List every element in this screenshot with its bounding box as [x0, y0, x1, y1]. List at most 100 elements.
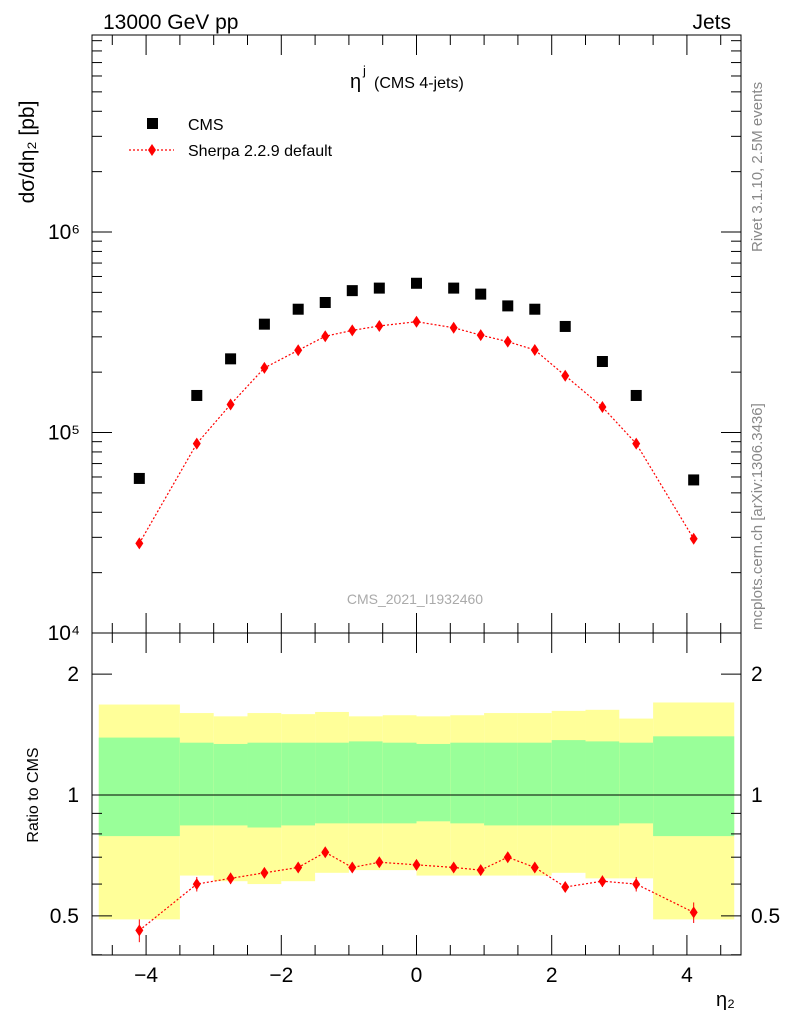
cms-point [191, 389, 203, 401]
ratio-y-tick-label-left: 1 [67, 784, 79, 807]
ratio-band-inner [653, 736, 735, 837]
ratio-sherpa-point [449, 861, 458, 874]
sherpa-point [632, 437, 641, 450]
ratio-band-inner [416, 743, 451, 822]
cms-point [133, 472, 145, 484]
sherpa-point [226, 398, 235, 411]
ratio-sherpa-point [135, 924, 144, 937]
ratio-y-tick-label-right: 1 [751, 784, 763, 807]
y-tick-label: 10⁶ [48, 221, 80, 244]
ratio-band-inner [213, 743, 248, 826]
sherpa-point [449, 321, 458, 334]
ratio-band-inner [484, 742, 518, 826]
ratio-band-inner [517, 742, 552, 826]
ratio-sherpa-point [226, 872, 235, 885]
sherpa-point [348, 324, 357, 337]
cms-point [448, 282, 460, 294]
ratio-y-axis-label: Ratio to CMS [25, 747, 42, 842]
plot-title-sup: j [362, 63, 366, 78]
cms-point [258, 318, 270, 330]
ratio-band-inner [382, 742, 417, 824]
cms-point [596, 356, 608, 368]
legend-cms-marker [147, 118, 158, 129]
legend: CMS Sherpa 2.2.9 default [129, 117, 333, 160]
sherpa-point [598, 401, 607, 414]
cms-point [688, 474, 700, 486]
ratio-sherpa-point [689, 906, 698, 919]
x-tick-label: −4 [134, 964, 158, 987]
y-axis-label: dσ/dη₂ [pb] [16, 101, 39, 204]
cms-point [529, 303, 541, 315]
ratio-bands [98, 702, 735, 920]
ratio-sherpa-point [561, 881, 570, 894]
plot-title-main: η [350, 71, 361, 93]
cms-point [630, 389, 642, 401]
cms-point [373, 282, 385, 294]
ratio-y-tick-label-right: 2 [751, 663, 763, 686]
sherpa-point [192, 437, 201, 450]
x-tick-label: 2 [546, 964, 558, 987]
x-tick-label: −2 [269, 964, 293, 987]
legend-sherpa-label: Sherpa 2.2.9 default [188, 143, 333, 160]
process-label: Jets [692, 11, 731, 34]
ratio-sherpa-point [412, 858, 421, 871]
cms-point [346, 285, 358, 297]
ratio-sherpa-point [260, 866, 269, 879]
sherpa-point [689, 532, 698, 545]
mcplots-label: mcplots.cern.ch [arXiv:1306.3436] [749, 403, 766, 630]
ratio-sherpa-point [476, 864, 485, 877]
ratio-sherpa-point [632, 878, 641, 891]
sherpa-point [476, 329, 485, 342]
sherpa-point [530, 343, 539, 356]
main-plot-marks [133, 277, 700, 550]
analysis-watermark: CMS_2021_I1932460 [347, 591, 483, 607]
sherpa-line [138, 321, 695, 544]
y-tick-label: 10⁵ [48, 422, 80, 445]
rivet-label: Rivet 3.1.10, 2.5M events [749, 82, 766, 252]
ratio-band-inner [348, 741, 383, 824]
x-axis-label: η₂ [716, 989, 735, 1011]
ratio-band-inner [450, 742, 485, 824]
ratio-band-inner [179, 742, 214, 826]
sherpa-point [321, 330, 330, 343]
sherpa-point [260, 361, 269, 374]
sherpa-point [375, 319, 384, 332]
ratio-sherpa-point [530, 861, 539, 874]
cms-point [502, 300, 514, 312]
plot-title-rest: (CMS 4-jets) [374, 75, 464, 92]
x-tick-label: 0 [411, 964, 423, 987]
y-tick-label: 10⁴ [48, 622, 80, 645]
ratio-band-inner [585, 741, 620, 826]
ratio-sherpa-point [294, 861, 303, 874]
sherpa-point [503, 335, 512, 348]
ratio-band-inner [619, 742, 654, 824]
ratio-panel: 0.5 0.5 1 1 2 2 −4 −2 0 2 4 Ratio to CMS η₂ [25, 632, 780, 1011]
sherpa-point [561, 369, 570, 382]
ratio-y-tick-label-left: 0.5 [50, 905, 79, 928]
main-panel: 10⁴ 10⁵ 10⁶ η j (CMS 4-jets) dσ/dη₂ [pb] C… [16, 34, 742, 645]
collision-label: 13000 GeV pp [103, 11, 238, 34]
cms-point [225, 353, 237, 365]
ratio-y-tick-label-left: 2 [67, 663, 79, 686]
ratio-band-inner [98, 737, 180, 837]
sherpa-point [135, 537, 144, 550]
ratio-sherpa-point [598, 875, 607, 888]
sherpa-point [412, 315, 421, 328]
cms-point [559, 320, 571, 332]
ratio-sherpa-point [375, 856, 384, 869]
x-tick-label: 4 [681, 964, 693, 987]
main-axis-ticks: 10⁴ 10⁵ 10⁶ [48, 35, 741, 645]
sherpa-point [294, 344, 303, 357]
cms-point [319, 297, 331, 309]
legend-sherpa-marker [148, 144, 156, 156]
ratio-sherpa-point [192, 878, 201, 891]
ratio-sherpa-point [348, 861, 357, 874]
ratio-sherpa-point [321, 846, 330, 859]
cms-point [411, 277, 422, 289]
ratio-axis-ticks: 0.5 0.5 1 1 2 2 −4 −2 0 2 4 [50, 633, 780, 987]
cms-point [475, 288, 487, 300]
ratio-sherpa-point [503, 851, 512, 864]
ratio-band-inner [247, 742, 282, 828]
cms-point [292, 303, 304, 315]
